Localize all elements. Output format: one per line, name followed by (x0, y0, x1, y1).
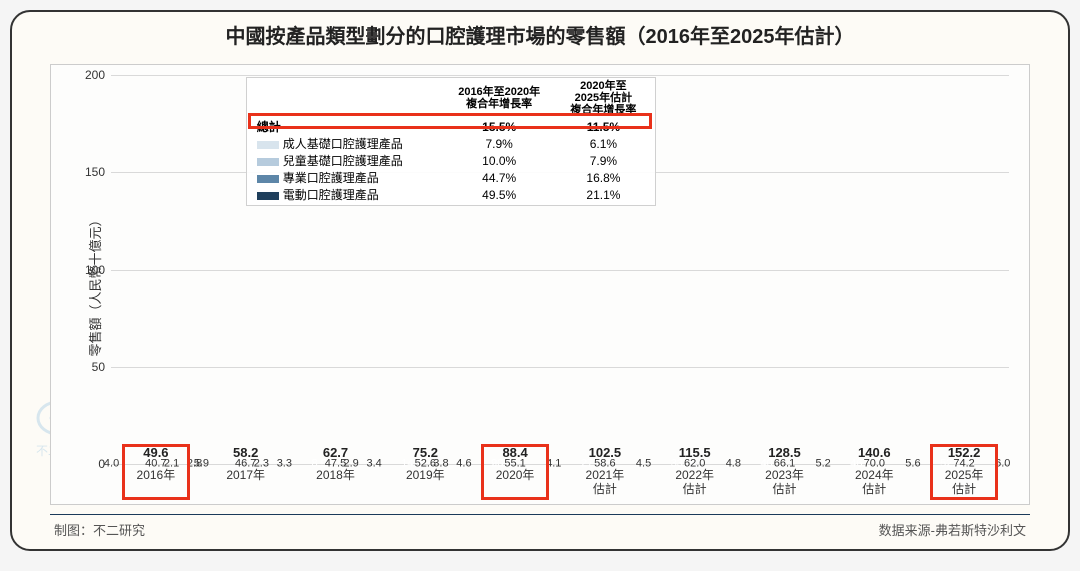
gridline (111, 270, 1009, 271)
y-axis-label: 零售額（人民幣十億元） (85, 213, 104, 356)
y-tick-label: 200 (71, 68, 105, 82)
gridline (111, 367, 1009, 368)
segment-label: 4.0 (104, 459, 119, 470)
legend-value: 44.7% (442, 169, 556, 186)
footer-divider (50, 514, 1030, 515)
legend-label: 專業口腔護理產品 (283, 171, 379, 185)
bar-total-label: 49.6 (128, 445, 184, 460)
y-tick-label: 0 (71, 457, 105, 471)
bar-total-label: 128.5 (757, 445, 813, 460)
legend-label: 兒童基礎口腔護理產品 (283, 154, 403, 168)
y-tick-label: 150 (71, 165, 105, 179)
legend-value: 21.1% (556, 186, 651, 203)
legend-value: 7.9% (442, 135, 556, 152)
legend-value: 7.9% (556, 152, 651, 169)
gridline (111, 75, 1009, 76)
x-tick-label: 2024年估計 (836, 464, 912, 497)
bar-total-label: 152.2 (936, 445, 992, 460)
legend-label: 電動口腔護理產品 (283, 188, 379, 202)
x-tick-label: 2019年 (387, 464, 463, 482)
x-tick-label: 2018年 (298, 464, 374, 482)
footer-credit-right: 数据来源-弗若斯特沙利文 (879, 520, 1026, 539)
legend-value: 15.5% (442, 118, 556, 135)
legend-label: 成人基礎口腔護理產品 (283, 137, 403, 151)
x-tick-label: 2017年 (208, 464, 284, 482)
x-tick-label: 2021年估計 (567, 464, 643, 497)
legend-value: 10.0% (442, 152, 556, 169)
plot-area: 0501001502004.02.12.840.749.62016年5.92.3… (111, 75, 1009, 464)
y-tick-label: 100 (71, 263, 105, 277)
bar-total-label: 115.5 (667, 445, 723, 460)
x-tick-label: 2020年 (477, 464, 553, 482)
y-tick-label: 50 (71, 360, 105, 374)
x-tick-label: 2016年 (118, 464, 194, 482)
legend-value: 49.5% (442, 186, 556, 203)
chart-frame: 中國按產品類型劃分的口腔護理市場的零售額（2016年至2025年估計） 不二研究… (10, 10, 1070, 551)
legend-label: 總計 (257, 120, 281, 134)
bar-total-label: 88.4 (487, 445, 543, 460)
bar-total-label: 102.5 (577, 445, 633, 460)
legend-value: 16.8% (556, 169, 651, 186)
bar-total-label: 140.6 (846, 445, 902, 460)
chart-title: 中國按產品類型劃分的口腔護理市場的零售額（2016年至2025年估計） (12, 20, 1068, 49)
bar-total-label: 58.2 (218, 445, 274, 460)
bar-total-label: 62.7 (308, 445, 364, 460)
legend-value: 11.5% (556, 118, 651, 135)
x-tick-label: 2023年估計 (747, 464, 823, 497)
legend-value: 6.1% (556, 135, 651, 152)
footer-credit-left: 制图：不二研究 (54, 520, 145, 539)
chart-inner: 零售額（人民幣十億元） 0501001502004.02.12.840.749.… (50, 64, 1030, 505)
x-tick-label: 2025年估計 (926, 464, 1002, 497)
legend-table: 2016年至2020年複合年增長率2020年至2025年估計複合年增長率總計15… (246, 77, 656, 206)
x-tick-label: 2022年估計 (657, 464, 733, 497)
segment-label: 5.9 (194, 459, 209, 470)
bar-total-label: 75.2 (397, 445, 453, 460)
